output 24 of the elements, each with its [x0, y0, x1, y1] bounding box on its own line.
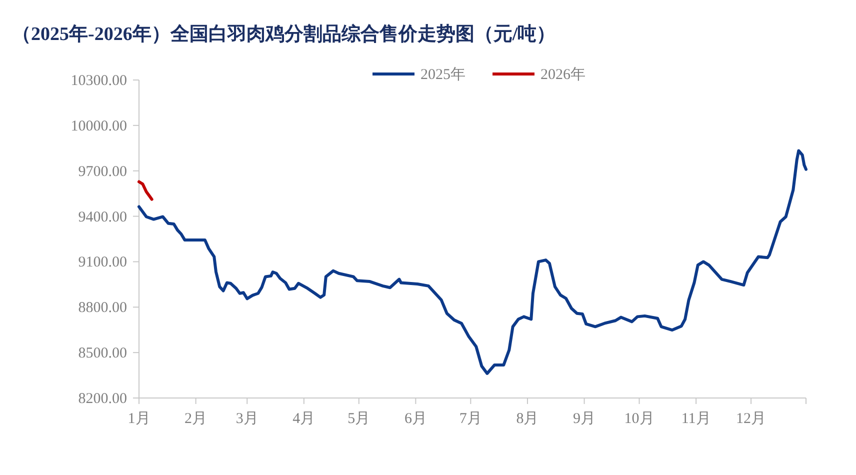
y-tick-label: 10000.00	[70, 118, 127, 134]
x-tick-label: 12月	[736, 411, 766, 427]
y-tick-label: 9100.00	[78, 254, 127, 271]
x-tick-label: 10月	[624, 411, 654, 427]
y-tick-label: 10300.00	[70, 73, 127, 89]
x-tick-label: 2月	[184, 411, 208, 427]
y-tick-label: 9400.00	[78, 209, 127, 226]
x-tick-label: 4月	[292, 411, 316, 427]
x-tick-label: 6月	[404, 411, 427, 427]
line-series	[138, 180, 154, 201]
x-tick-label: 1月	[128, 411, 150, 427]
x-tick-label: 5月	[348, 411, 370, 427]
y-tick-label: 8200.00	[78, 391, 127, 407]
legend-label: 2025年	[420, 66, 466, 83]
legend-label: 2026年	[540, 66, 586, 83]
x-tick-label: 8月	[516, 411, 539, 427]
x-tick-label: 3月	[236, 411, 258, 427]
x-tick-label: 11月	[681, 411, 711, 427]
chart-title: （2025年-2026年）全国白羽肉鸡分割品综合售价走势图（元/吨）	[12, 23, 556, 45]
y-tick-label: 9700.00	[78, 164, 127, 180]
y-tick-label: 8500.00	[78, 346, 127, 362]
y-tick-label: 8800.00	[78, 300, 127, 316]
x-tick-label: 9月	[573, 411, 596, 427]
x-tick-label: 7月	[459, 411, 482, 427]
